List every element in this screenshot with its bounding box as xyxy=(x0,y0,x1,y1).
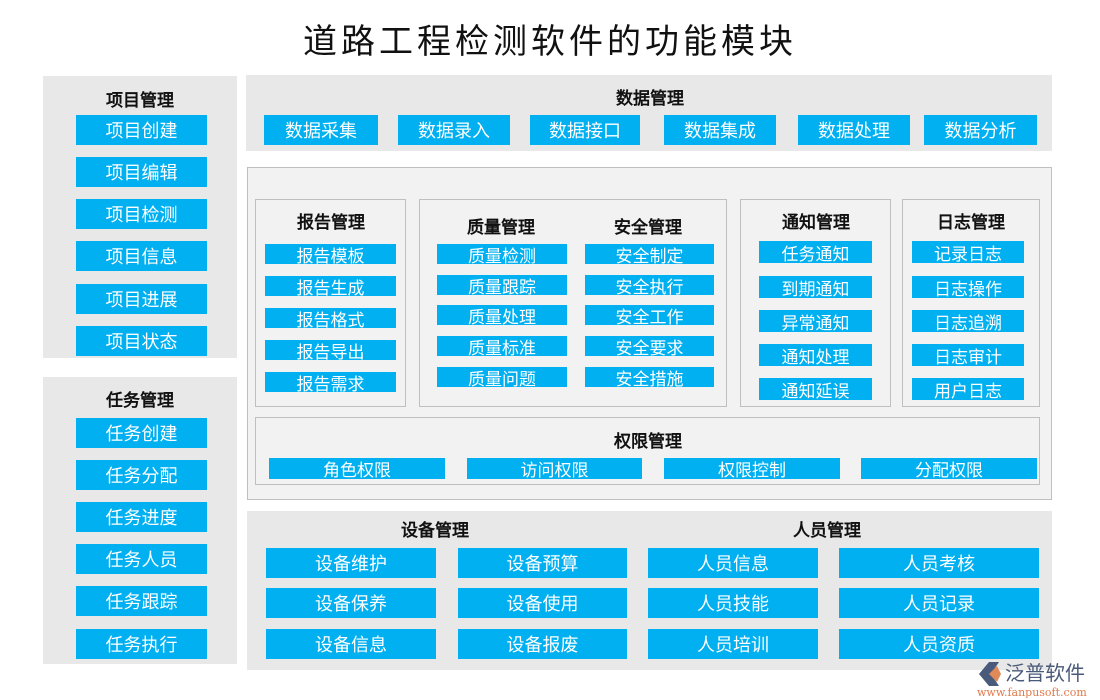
permission-item-button[interactable]: 分配权限 xyxy=(861,458,1037,481)
project-item-button[interactable]: 项目检测 xyxy=(76,199,207,229)
task-item-button[interactable]: 任务人员 xyxy=(76,544,207,574)
report-item-button[interactable]: 报告模板 xyxy=(265,244,396,267)
project-item-button[interactable]: 项目状态 xyxy=(76,326,207,356)
fanpu-logo: 泛普软件 www.fanpusoft.com xyxy=(977,661,1087,698)
project-item-button[interactable]: 项目编辑 xyxy=(76,157,207,187)
task-item-button[interactable]: 任务执行 xyxy=(76,629,207,659)
personnel-item-button[interactable]: 人员技能 xyxy=(648,588,818,618)
data_mgmt-item-button[interactable]: 数据采集 xyxy=(264,115,378,145)
equipment-title: 设备管理 xyxy=(401,521,469,541)
permission-item-button[interactable]: 角色权限 xyxy=(269,458,445,481)
equipment-item-button[interactable]: 设备预算 xyxy=(458,548,627,578)
notice-item-button[interactable]: 到期通知 xyxy=(759,276,872,300)
task-item-button[interactable]: 任务进度 xyxy=(76,502,207,532)
report-title: 报告管理 xyxy=(297,213,365,233)
quality-item-button[interactable]: 质量标准 xyxy=(437,336,567,359)
log-item-button[interactable]: 用户日志 xyxy=(912,378,1024,402)
task-item-button[interactable]: 任务创建 xyxy=(76,418,207,448)
personnel-title: 人员管理 xyxy=(793,521,861,541)
notice-title: 通知管理 xyxy=(782,213,850,233)
report-item-button[interactable]: 报告导出 xyxy=(265,340,396,363)
safety-item-button[interactable]: 安全制定 xyxy=(585,244,714,267)
log-title: 日志管理 xyxy=(937,213,1005,233)
quality-item-button[interactable]: 质量处理 xyxy=(437,305,567,328)
data_mgmt-title: 数据管理 xyxy=(616,89,684,109)
permission-title: 权限管理 xyxy=(614,432,682,452)
page-title: 道路工程检测软件的功能模块 xyxy=(303,22,797,62)
personnel-item-button[interactable]: 人员资质 xyxy=(839,629,1039,659)
personnel-item-button[interactable]: 人员考核 xyxy=(839,548,1039,578)
task-title: 任务管理 xyxy=(106,391,174,411)
equipment-item-button[interactable]: 设备保养 xyxy=(266,588,436,618)
notice-item-button[interactable]: 通知延误 xyxy=(759,378,872,402)
safety-item-button[interactable]: 安全要求 xyxy=(585,336,714,359)
safety-item-button[interactable]: 安全措施 xyxy=(585,367,714,390)
project-item-button[interactable]: 项目信息 xyxy=(76,241,207,271)
safety-item-button[interactable]: 安全执行 xyxy=(585,275,714,298)
quality-item-button[interactable]: 质量问题 xyxy=(437,367,567,390)
project-item-button[interactable]: 项目进展 xyxy=(76,284,207,314)
report-item-button[interactable]: 报告需求 xyxy=(265,372,396,395)
project-item-button[interactable]: 项目创建 xyxy=(76,115,207,145)
log-item-button[interactable]: 日志审计 xyxy=(912,344,1024,368)
equipment-item-button[interactable]: 设备维护 xyxy=(266,548,436,578)
safety-item-button[interactable]: 安全工作 xyxy=(585,305,714,328)
project-title: 项目管理 xyxy=(106,91,174,111)
notice-item-button[interactable]: 任务通知 xyxy=(759,241,872,265)
svg-text:www.fanpusoft.com: www.fanpusoft.com xyxy=(977,686,1087,698)
report-item-button[interactable]: 报告格式 xyxy=(265,308,396,331)
notice-item-button[interactable]: 通知处理 xyxy=(759,344,872,368)
data_mgmt-item-button[interactable]: 数据接口 xyxy=(530,115,640,145)
data_mgmt-item-button[interactable]: 数据处理 xyxy=(798,115,910,145)
log-item-button[interactable]: 日志操作 xyxy=(912,276,1024,300)
svg-text:泛普软件: 泛普软件 xyxy=(1005,661,1085,685)
report-item-button[interactable]: 报告生成 xyxy=(265,276,396,299)
personnel-item-button[interactable]: 人员记录 xyxy=(839,588,1039,618)
permission-item-button[interactable]: 权限控制 xyxy=(664,458,840,481)
log-box xyxy=(902,199,1040,407)
log-item-button[interactable]: 日志追溯 xyxy=(912,310,1024,334)
personnel-item-button[interactable]: 人员信息 xyxy=(648,548,818,578)
quality-item-button[interactable]: 质量检测 xyxy=(437,244,567,267)
data_mgmt-item-button[interactable]: 数据分析 xyxy=(924,115,1037,145)
quality-title: 质量管理 xyxy=(467,218,535,238)
equipment-item-button[interactable]: 设备报废 xyxy=(458,629,627,659)
quality-item-button[interactable]: 质量跟踪 xyxy=(437,275,567,298)
log-item-button[interactable]: 记录日志 xyxy=(912,241,1024,265)
personnel-item-button[interactable]: 人员培训 xyxy=(648,629,818,659)
safety-title: 安全管理 xyxy=(614,218,682,238)
notice-box xyxy=(740,199,891,407)
permission-item-button[interactable]: 访问权限 xyxy=(467,458,642,481)
data_mgmt-item-button[interactable]: 数据录入 xyxy=(398,115,510,145)
notice-item-button[interactable]: 异常通知 xyxy=(759,310,872,334)
data-panel xyxy=(246,75,1052,151)
task-item-button[interactable]: 任务分配 xyxy=(76,460,207,490)
equipment-item-button[interactable]: 设备使用 xyxy=(458,588,627,618)
task-item-button[interactable]: 任务跟踪 xyxy=(76,586,207,616)
equipment-item-button[interactable]: 设备信息 xyxy=(266,629,436,659)
data_mgmt-item-button[interactable]: 数据集成 xyxy=(664,115,776,145)
